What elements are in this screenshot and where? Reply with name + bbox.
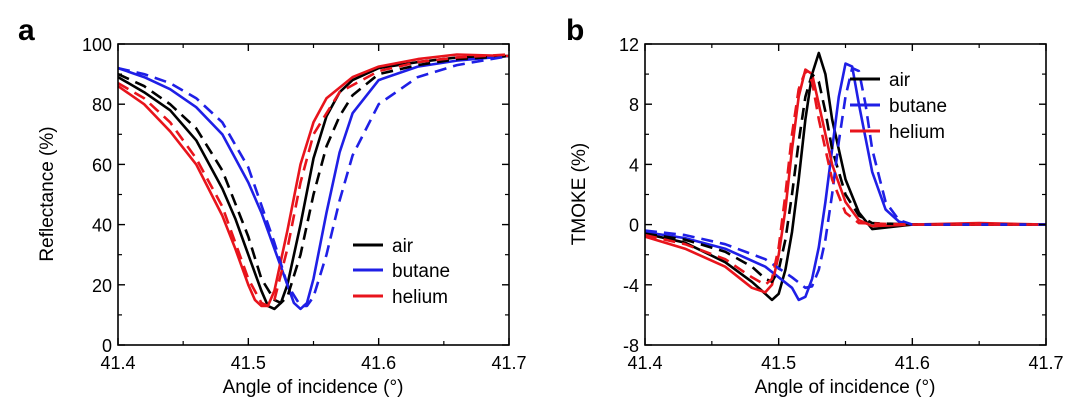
x-tick-label: 41.7 <box>1028 353 1063 373</box>
series-butane-measured <box>117 54 510 311</box>
y-tick-label: 0 <box>629 216 639 236</box>
panel-b-legend: air butane helium <box>850 70 947 143</box>
panel-a-series <box>117 53 510 311</box>
panel-b-x-axis-label: Angle of incidence (°) <box>755 377 936 398</box>
y-tick-label: 40 <box>92 216 112 236</box>
legend-label-helium: helium <box>889 122 945 143</box>
panel-a-letter: a <box>18 14 35 47</box>
legend-label-helium: helium <box>392 287 448 308</box>
x-tick-label: 41.4 <box>100 353 135 373</box>
y-tick-label: -8 <box>623 336 639 356</box>
panel-a-y-axis-label: Reflectance (%) <box>37 126 58 261</box>
y-tick-label: 60 <box>92 155 112 175</box>
legend-label-butane: butane <box>889 96 947 117</box>
x-tick-label: 41.5 <box>231 353 266 373</box>
series-helium-simulated <box>644 69 1046 287</box>
series-air-measured <box>644 51 1046 302</box>
x-tick-label: 41.7 <box>491 353 526 373</box>
panel-a-legend: air butane helium <box>353 236 450 308</box>
legend-label-air: air <box>889 70 911 91</box>
series-helium-measured <box>117 53 510 308</box>
y-tick-label: 20 <box>92 276 112 296</box>
y-tick-label: 4 <box>629 155 639 175</box>
panel-b-ticks: 41.4 41.5 41.6 41.7 -8 -4 0 4 8 12 <box>619 35 1064 373</box>
panel-b-tmoke-chart: b 41.4 41.5 41.6 41.7 -8 -4 0 4 8 12 Angle of inc… <box>566 14 1064 398</box>
panel-a-ticks: 41.4 41.5 41.6 41.7 0 20 40 60 80 100 <box>82 35 527 373</box>
legend-label-butane: butane <box>392 261 450 282</box>
panel-b-y-axis-label: TMOKE (%) <box>569 143 590 245</box>
series-air-simulated <box>117 54 510 305</box>
y-tick-label: -4 <box>623 276 639 296</box>
y-tick-label: 8 <box>629 95 639 115</box>
y-tick-label: 80 <box>92 95 112 115</box>
panel-b-letter: b <box>566 14 584 47</box>
y-tick-label: 12 <box>619 35 639 55</box>
panel-a-x-axis-label: Angle of incidence (°) <box>223 377 404 398</box>
series-butane-simulated <box>644 66 1046 290</box>
y-tick-label: 100 <box>82 35 112 55</box>
legend-label-air: air <box>392 236 414 257</box>
series-air-simulated <box>644 72 1046 284</box>
series-butane-simulated <box>117 54 510 308</box>
x-tick-label: 41.5 <box>761 353 796 373</box>
series-helium-measured <box>644 68 1047 294</box>
x-tick-label: 41.6 <box>895 353 930 373</box>
y-tick-label: 0 <box>102 336 112 356</box>
x-tick-label: 41.6 <box>361 353 396 373</box>
panel-a-reflectance-chart: a 41.4 41.5 41.6 41.7 0 20 40 60 80 100 Angle of … <box>18 14 527 398</box>
x-tick-label: 41.4 <box>627 353 662 373</box>
series-helium-simulated <box>117 53 510 308</box>
panel-b-series <box>644 51 1047 302</box>
